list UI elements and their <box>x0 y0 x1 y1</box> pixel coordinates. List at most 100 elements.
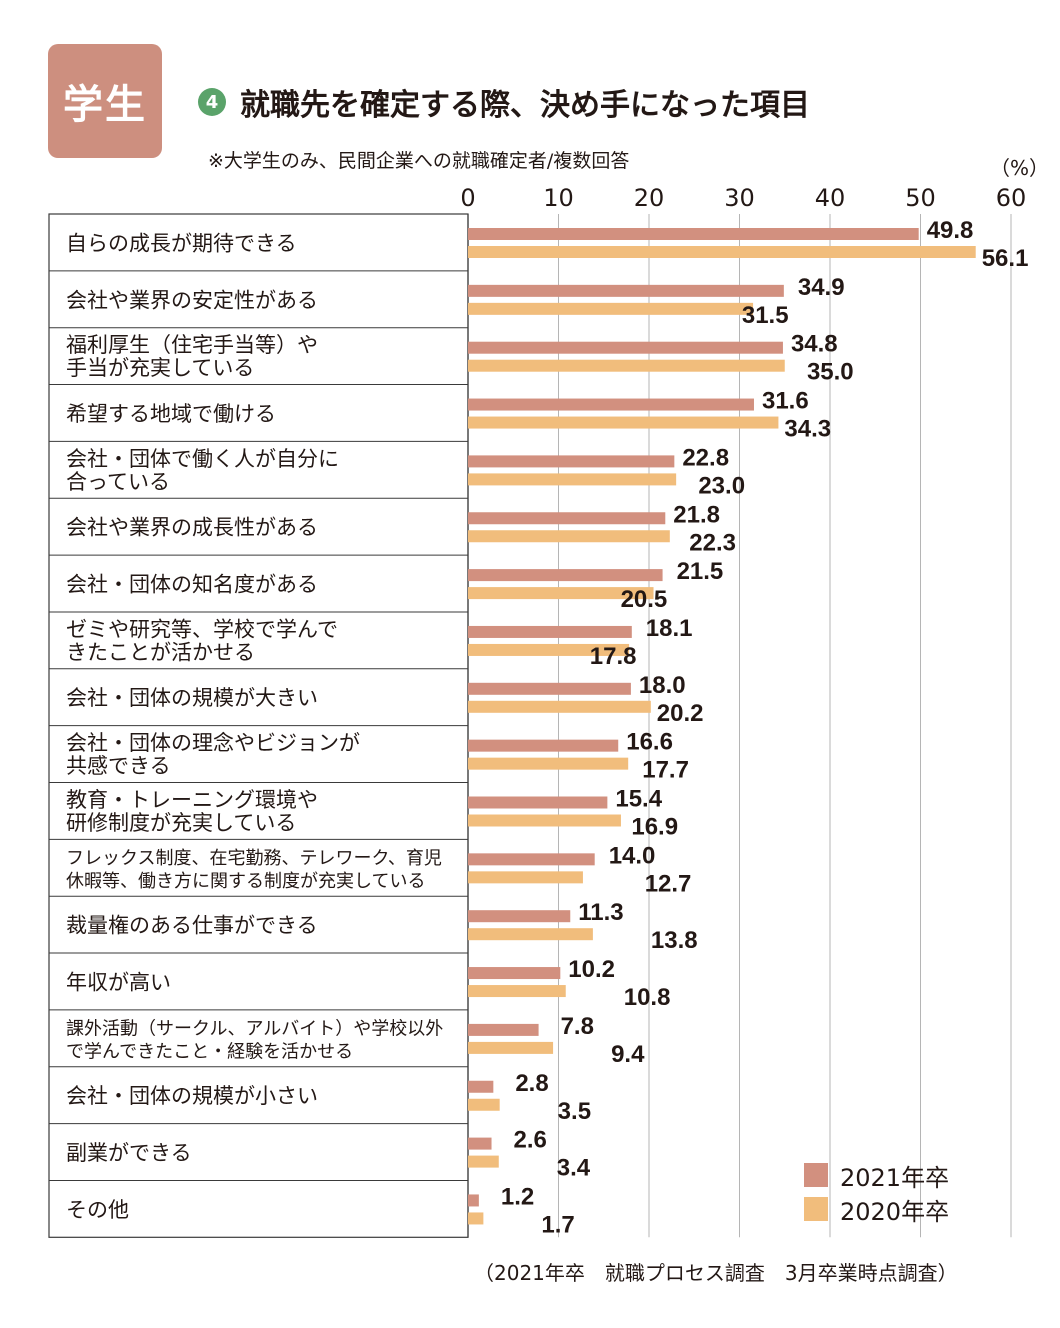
bar-2021 <box>468 796 608 809</box>
legend-label-2020: 2020年卒 <box>840 1197 950 1226</box>
value-label-2020: 56.1 <box>982 245 1029 272</box>
value-label-2021: 21.5 <box>677 558 724 585</box>
category-label: 会社・団体の知名度がある <box>66 573 318 597</box>
value-label-2020: 1.7 <box>541 1211 574 1238</box>
value-label-2020: 3.5 <box>558 1098 591 1125</box>
bar-2021 <box>468 1194 479 1207</box>
category-label-line: 福利厚生（住宅手当等）や <box>66 333 318 357</box>
bar-2021 <box>468 682 631 695</box>
legend-swatch-2020 <box>804 1197 828 1221</box>
bar-2021 <box>468 284 784 297</box>
x-tick-label: 20 <box>634 184 665 212</box>
value-label-2020: 22.3 <box>689 529 736 556</box>
bar-2020 <box>468 587 654 600</box>
category-label: 自らの成長が期待できる <box>66 231 297 255</box>
category-label-line: 手当が充実している <box>66 356 254 380</box>
value-label-2020: 31.5 <box>742 302 789 329</box>
x-tick-label: 50 <box>905 184 936 212</box>
legend-item-2020: 2020年卒 <box>804 1192 949 1226</box>
value-label-2020: 35.0 <box>807 359 854 386</box>
bar-2020 <box>468 1041 554 1054</box>
value-label-2021: 10.2 <box>568 956 615 983</box>
chart-note: ※大学生のみ、民間企業への就職確定者/複数回答 <box>208 150 630 172</box>
value-label-2021: 11.3 <box>578 899 623 926</box>
bar-2020 <box>468 1212 484 1225</box>
value-label-2021: 1.2 <box>501 1183 534 1210</box>
value-label-2020: 10.8 <box>624 984 671 1011</box>
category-label-line: で学んできたこと・経験を活かせる <box>66 1041 353 1062</box>
value-label-2021: 22.8 <box>682 444 729 471</box>
unit-label: （%） <box>990 156 1050 180</box>
x-tick-label: 30 <box>724 184 755 212</box>
value-label-2020: 9.4 <box>611 1041 645 1068</box>
category-label-line: 休暇等、働き方に関する制度が充実している <box>66 871 425 892</box>
bar-2021 <box>468 455 675 468</box>
chart-number-badge: 4 <box>198 88 226 116</box>
bar-2021 <box>468 398 754 411</box>
value-label-2020: 13.8 <box>651 927 698 954</box>
category-label: 裁量権のある仕事ができる <box>66 914 318 938</box>
category-label-line: 課外活動（サークル、アルバイト）や学校以外 <box>66 1018 443 1039</box>
bar-2020 <box>468 1155 499 1168</box>
value-label-2021: 18.1 <box>646 615 693 642</box>
value-label-2021: 34.8 <box>791 331 838 358</box>
category-label-line: 教育・トレーニング環境や <box>66 788 318 812</box>
bar-2020 <box>468 928 593 941</box>
bar-2021 <box>468 739 619 752</box>
value-label-2020: 20.5 <box>621 586 668 613</box>
value-label-2021: 14.0 <box>609 842 656 869</box>
bar-2021 <box>468 228 919 240</box>
value-label-2021: 18.0 <box>639 672 686 699</box>
category-badge: 学生 <box>48 44 162 158</box>
bar-2020 <box>468 246 976 258</box>
bar-2020 <box>468 814 621 827</box>
value-label-2021: 21.8 <box>673 501 720 528</box>
category-label-line: 研修制度が充実している <box>66 811 296 835</box>
bar-2021 <box>468 625 632 638</box>
value-label-2020: 17.8 <box>590 643 637 670</box>
bar-2021 <box>468 1080 494 1093</box>
category-label: 会社・団体の規模が小さい <box>66 1084 318 1108</box>
bar-2021 <box>468 910 571 923</box>
bar-2021 <box>468 853 595 866</box>
category-label: 年収が高い <box>66 970 171 994</box>
bar-2021 <box>468 967 561 980</box>
category-label-line: 会社・団体で働く人が自分に <box>66 447 339 471</box>
category-label-line: 会社・団体の理念やビジョンが <box>66 731 360 755</box>
bar-2020 <box>468 643 630 656</box>
value-label-2021: 34.9 <box>798 274 845 301</box>
bar-2020 <box>468 416 779 429</box>
value-label-2020: 16.9 <box>631 814 678 841</box>
category-label: 希望する地域で働ける <box>66 402 276 426</box>
category-label-line: ゼミや研究等、学校で学んで <box>66 617 338 641</box>
value-label-2021: 7.8 <box>561 1013 594 1040</box>
category-label-line: 合っている <box>66 470 170 494</box>
category-label-line: きたことが活かせる <box>66 640 255 664</box>
value-label-2020: 3.4 <box>557 1155 591 1182</box>
category-label-line: フレックス制度、在宅勤務、テレワーク、育児 <box>66 848 442 869</box>
value-label-2021: 2.8 <box>515 1070 548 1097</box>
bar-2021 <box>468 1023 539 1036</box>
category-label: その他 <box>66 1198 129 1222</box>
value-label-2021: 49.8 <box>927 217 974 244</box>
bar-2020 <box>468 302 754 315</box>
bar-2020 <box>468 473 677 486</box>
value-label-2021: 2.6 <box>514 1127 547 1154</box>
legend-swatch-2021 <box>804 1163 828 1187</box>
bar-2021 <box>468 512 666 525</box>
value-label-2020: 17.7 <box>642 757 689 784</box>
bar-2021 <box>468 1137 492 1150</box>
chart-title: 就職先を確定する際、決め手になった項目 <box>240 88 810 123</box>
bar-2021 <box>468 569 663 582</box>
legend-label-2021: 2021年卒 <box>840 1163 950 1192</box>
x-tick-label: 0 <box>460 184 475 212</box>
value-label-2020: 12.7 <box>645 870 692 897</box>
value-label-2020: 20.2 <box>657 700 704 727</box>
bar-2020 <box>468 530 670 543</box>
value-label-2021: 31.6 <box>762 388 809 415</box>
value-label-2020: 23.0 <box>698 472 745 499</box>
bar-2020 <box>468 871 583 884</box>
value-label-2020: 34.3 <box>784 416 831 443</box>
bar-2020 <box>468 700 651 713</box>
